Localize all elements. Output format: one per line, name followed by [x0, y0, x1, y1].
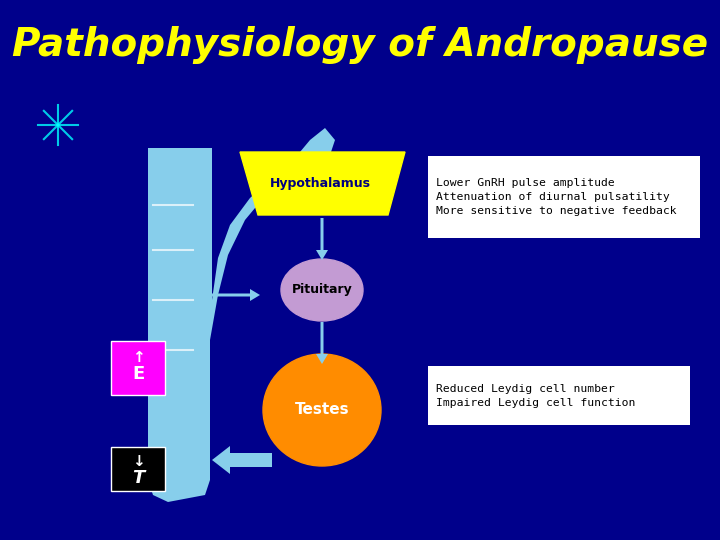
FancyBboxPatch shape [428, 156, 700, 238]
FancyArrow shape [212, 446, 272, 474]
FancyBboxPatch shape [428, 366, 690, 425]
Text: Pituitary: Pituitary [292, 284, 352, 296]
Text: T: T [132, 469, 144, 487]
Ellipse shape [263, 354, 381, 466]
FancyArrow shape [316, 218, 328, 260]
FancyArrow shape [212, 289, 260, 301]
Text: Testes: Testes [294, 402, 349, 417]
FancyBboxPatch shape [111, 447, 165, 491]
Text: Lower GnRH pulse amplitude
Attenuation of diurnal pulsatility
More sensitive to : Lower GnRH pulse amplitude Attenuation o… [436, 178, 677, 216]
Text: Reduced Leydig cell number
Impaired Leydig cell function: Reduced Leydig cell number Impaired Leyd… [436, 383, 635, 408]
FancyArrow shape [316, 322, 328, 364]
Text: E: E [132, 365, 144, 383]
Text: Pathophysiology of Andropause: Pathophysiology of Andropause [12, 26, 708, 64]
Polygon shape [148, 128, 335, 502]
Polygon shape [240, 152, 405, 215]
Ellipse shape [281, 259, 363, 321]
FancyBboxPatch shape [111, 341, 165, 395]
Text: ↑: ↑ [132, 350, 145, 366]
Text: ↓: ↓ [132, 455, 145, 469]
Text: Hypothalamus: Hypothalamus [269, 177, 371, 190]
